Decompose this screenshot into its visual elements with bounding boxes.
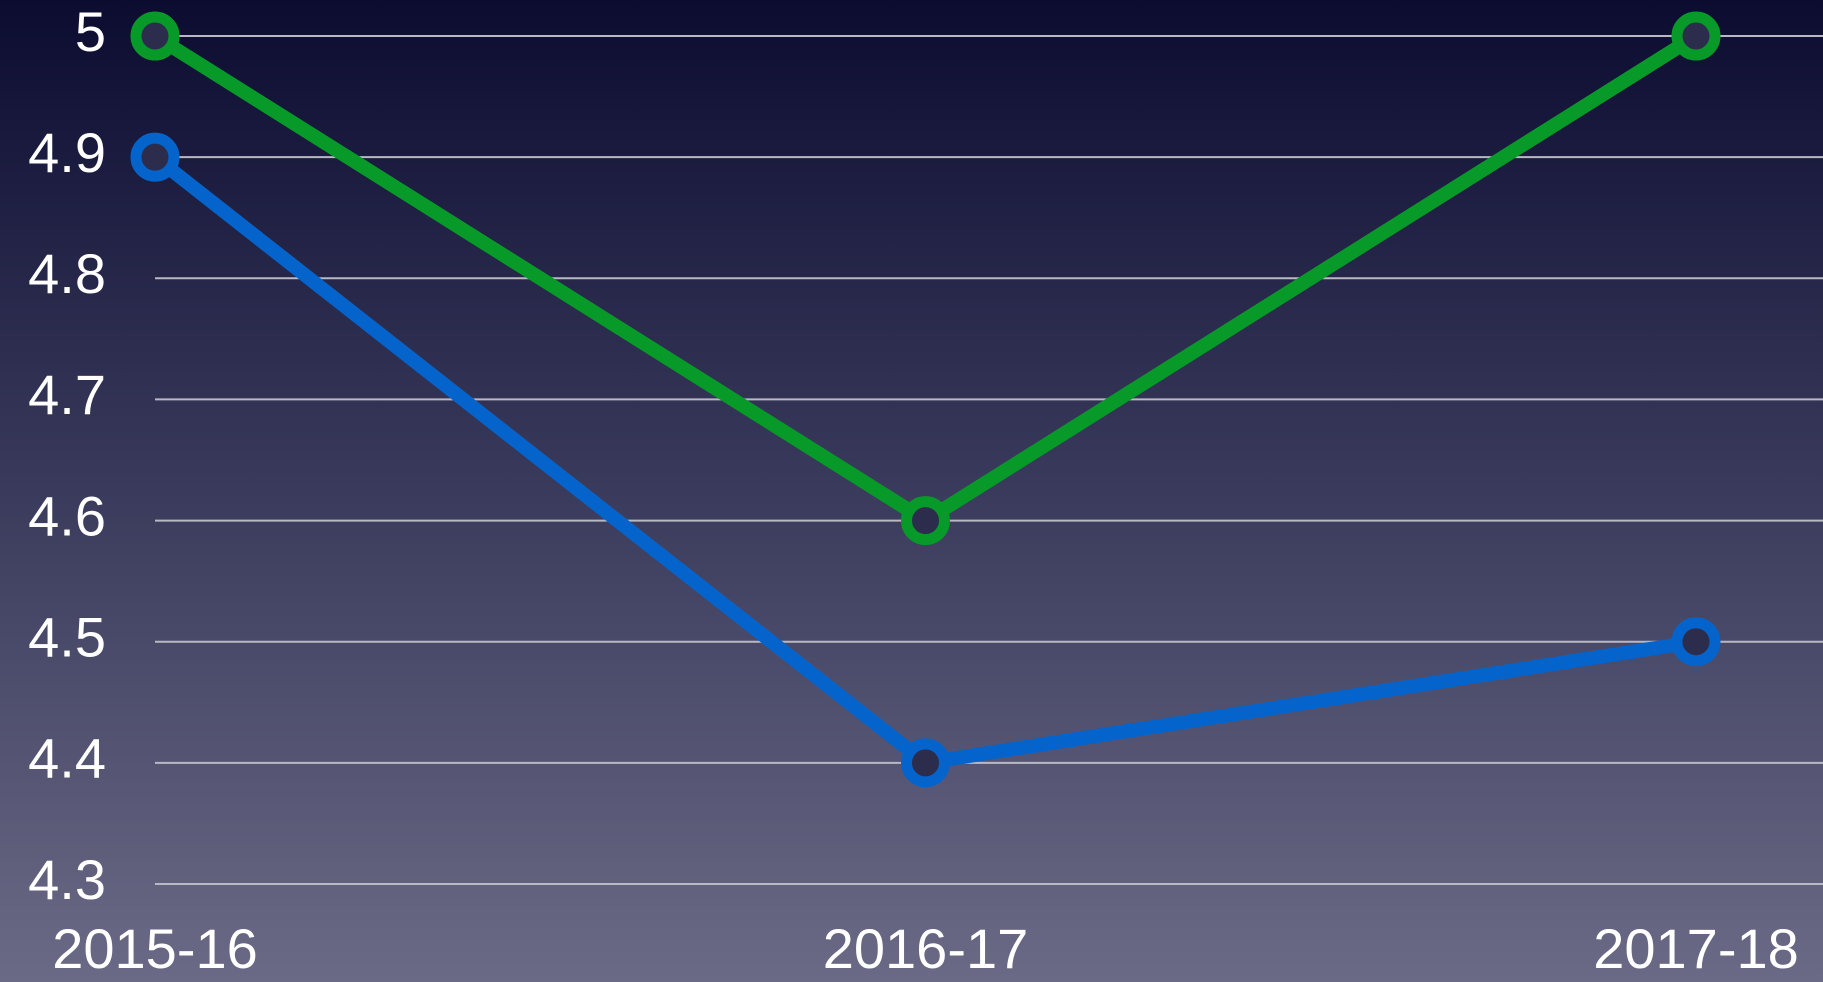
y-tick-label: 4.4	[28, 727, 106, 790]
x-tick-label: 2017-18	[1593, 917, 1799, 980]
y-tick-label: 4.7	[28, 363, 106, 426]
marker	[1671, 11, 1721, 61]
y-tick-label: 4.8	[28, 242, 106, 305]
marker	[1671, 617, 1721, 667]
marker	[130, 132, 180, 182]
x-tick-label: 2016-17	[823, 917, 1029, 980]
x-tick-label: 2015-16	[52, 917, 258, 980]
marker	[901, 496, 950, 546]
y-tick-label: 4.6	[28, 484, 106, 547]
y-tick-label: 4.5	[28, 606, 106, 669]
marker	[901, 738, 950, 788]
y-tick-label: 5	[75, 0, 106, 63]
y-tick-label: 4.9	[28, 121, 106, 184]
marker	[130, 11, 180, 61]
y-tick-label: 4.3	[28, 848, 106, 911]
